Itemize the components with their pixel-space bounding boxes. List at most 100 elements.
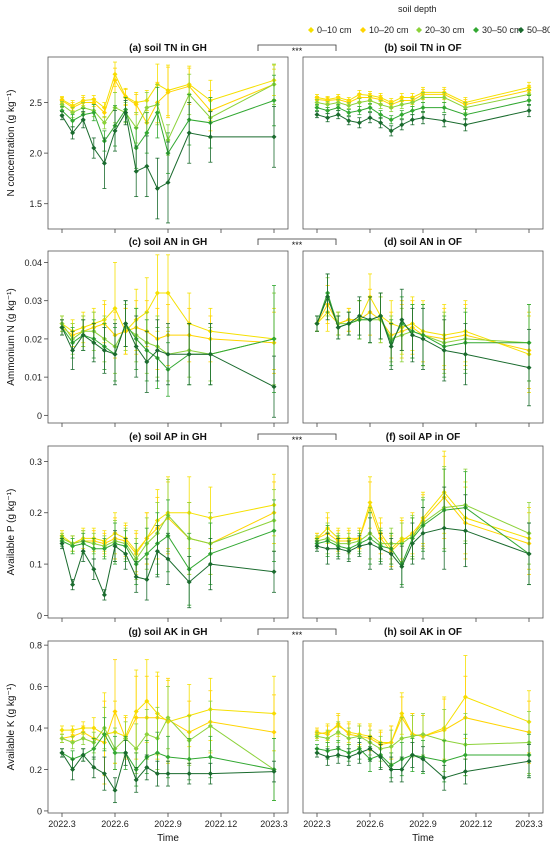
data-point	[123, 321, 129, 327]
data-point	[325, 735, 331, 741]
data-point	[101, 592, 107, 598]
data-point	[409, 100, 415, 106]
panel-f: (f) soil AP in OF ***	[257, 432, 544, 622]
data-point	[112, 128, 118, 134]
series-4	[59, 525, 277, 609]
data-point	[388, 766, 394, 772]
data-point	[462, 105, 468, 111]
y-tick-label: 1.5	[29, 199, 42, 209]
data-point	[335, 752, 341, 758]
data-point	[207, 723, 213, 729]
y-tick-label: 2.0	[29, 149, 42, 159]
data-point	[154, 750, 160, 756]
significance-bracket	[257, 433, 337, 440]
data-point	[441, 118, 447, 124]
y-tick-label: 0.2	[29, 765, 42, 775]
panel-title: (f) soil AP in OF	[386, 432, 460, 443]
data-point	[325, 294, 331, 300]
data-point	[70, 543, 76, 549]
data-point	[154, 186, 160, 192]
data-point	[112, 543, 118, 549]
data-point	[144, 359, 150, 365]
data-point	[356, 108, 362, 114]
data-point	[165, 351, 171, 357]
y-tick-label: 2.5	[29, 98, 42, 108]
data-point	[165, 715, 171, 721]
data-point	[186, 351, 192, 357]
data-point	[80, 117, 86, 123]
data-point	[123, 110, 129, 116]
x-tick-label: 2022.3	[48, 819, 76, 829]
series-4	[314, 104, 532, 137]
data-point	[133, 344, 139, 350]
data-point	[80, 332, 86, 338]
data-point	[420, 94, 426, 100]
data-point	[133, 574, 139, 580]
data-point	[271, 134, 277, 140]
data-point	[399, 122, 405, 128]
data-point	[80, 735, 86, 741]
data-point	[335, 324, 341, 330]
y-tick-label: 0	[37, 806, 42, 816]
data-point	[70, 582, 76, 588]
data-point	[356, 120, 362, 126]
data-point	[59, 541, 65, 547]
panel-title: (b) soil TN in OF	[384, 43, 461, 54]
data-point	[112, 708, 118, 714]
data-point	[112, 305, 118, 311]
legend-marker	[416, 27, 422, 33]
data-point	[59, 113, 65, 119]
data-point	[144, 551, 150, 557]
data-point	[378, 120, 384, 126]
data-point	[112, 77, 118, 83]
y-tick-label: 0.4	[29, 724, 42, 734]
series-line	[316, 100, 530, 121]
x-tick-label: 2022.12	[460, 819, 493, 829]
data-point	[314, 105, 320, 111]
data-point	[165, 754, 171, 760]
data-point	[441, 94, 447, 100]
data-point	[335, 729, 341, 735]
series-line	[61, 543, 275, 597]
data-point	[356, 733, 362, 739]
data-point	[441, 525, 447, 531]
data-point	[314, 100, 320, 106]
data-point	[441, 347, 447, 353]
x-tick-label: 2022.3	[303, 819, 331, 829]
data-point	[271, 769, 277, 775]
data-point	[70, 118, 76, 124]
series-4	[314, 273, 532, 407]
panel-title: (d) soil AN in OF	[384, 237, 462, 248]
x-axis-label: Time	[157, 833, 179, 844]
data-point	[70, 347, 76, 353]
data-point	[409, 752, 415, 758]
y-tick-label: 0.3	[29, 457, 42, 467]
series-4	[59, 300, 277, 418]
data-point	[101, 546, 107, 552]
data-point	[335, 100, 341, 106]
data-point	[409, 733, 415, 739]
data-point	[420, 530, 426, 536]
data-point	[271, 384, 277, 390]
data-point	[154, 290, 160, 296]
data-point	[101, 120, 107, 126]
data-point	[144, 163, 150, 169]
data-point	[271, 569, 277, 575]
x-tick-label: 2023.3	[515, 819, 543, 829]
data-point	[388, 744, 394, 750]
legend-marker	[473, 27, 479, 33]
series-4	[59, 100, 277, 224]
data-point	[356, 750, 362, 756]
data-point	[388, 344, 394, 350]
data-point	[144, 130, 150, 136]
data-point	[378, 112, 384, 118]
data-point	[325, 754, 331, 760]
data-point	[346, 735, 352, 741]
significance-label: ***	[292, 240, 303, 250]
data-point	[101, 347, 107, 353]
data-point	[165, 771, 171, 777]
data-point	[378, 313, 384, 319]
y-tick-label: 0.03	[24, 296, 42, 306]
data-point	[59, 102, 65, 108]
